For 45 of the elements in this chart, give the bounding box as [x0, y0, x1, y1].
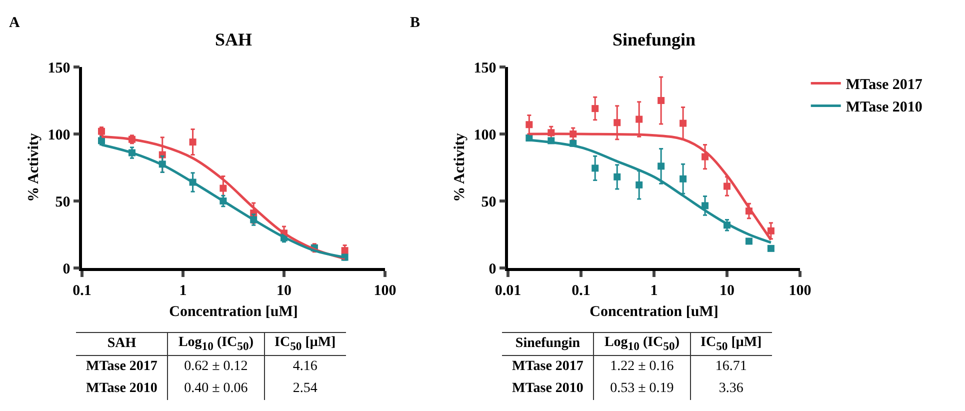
x-axis-title: Concentration [uM] — [169, 304, 298, 320]
legend-label: MTase 2010 — [846, 100, 922, 116]
text: A — [9, 15, 20, 31]
x-tick-label: 0.1 — [72, 282, 92, 299]
x-tick-label: 10 — [720, 282, 734, 299]
text: MTase 2010 — [85, 380, 158, 398]
text: MTase 2010 — [511, 380, 584, 398]
y-tick-label: 100 — [48, 127, 70, 144]
x-tick-label: 10 — [276, 282, 292, 299]
x-tick-label: 0.01 — [494, 282, 522, 299]
text: MTase 2017 — [85, 358, 158, 376]
x-tick-label: 1 — [179, 282, 187, 299]
y-tick-label: 150 — [48, 60, 70, 76]
y-tick-label: 0 — [62, 261, 70, 278]
text: IC$_{50}$ [μM] — [690, 332, 772, 356]
y-axis-title: % Activity — [26, 132, 42, 202]
x-tick-label: 1 — [650, 282, 658, 299]
x-tick-label: 100 — [374, 282, 396, 299]
legend-label: MTase 2017 — [846, 77, 923, 94]
x-tick-label: 100 — [788, 282, 812, 299]
text: IC$_{50}$ [μM] — [264, 332, 346, 356]
x-axis-title: Concentration [uM] — [590, 304, 718, 320]
text: 0.40 ± 0.06 — [168, 378, 264, 400]
y-tick-label: 50 — [481, 194, 496, 210]
text: 2.54 — [264, 378, 346, 400]
text: Sinefungin — [502, 332, 594, 356]
y-tick-label: 50 — [55, 194, 70, 210]
text: Log$_{10}$ (IC$_{50}$) — [594, 332, 690, 356]
y-tick-label: 100 — [474, 127, 496, 144]
text: 16.71 — [690, 356, 772, 378]
text: 0.62 ± 0.12 — [168, 356, 264, 378]
text: 4.16 — [264, 356, 346, 378]
y-tick-label: 0 — [488, 261, 496, 278]
text: B — [410, 15, 420, 31]
text: 3.36 — [690, 378, 772, 400]
chart-title: SAH — [214, 30, 252, 50]
y-tick-label: 150 — [474, 60, 496, 76]
text: 0.53 ± 0.19 — [594, 378, 690, 400]
text: 1.22 ± 0.16 — [594, 356, 690, 378]
text: SAH — [76, 332, 168, 356]
text: MTase 2017 — [511, 358, 584, 376]
text: Log$_{10}$ (IC$_{50}$) — [168, 332, 264, 356]
x-tick-label: 0.1 — [572, 282, 590, 299]
chart-title: Sinefungin — [612, 30, 696, 50]
y-axis-title: % Activity — [452, 132, 468, 202]
